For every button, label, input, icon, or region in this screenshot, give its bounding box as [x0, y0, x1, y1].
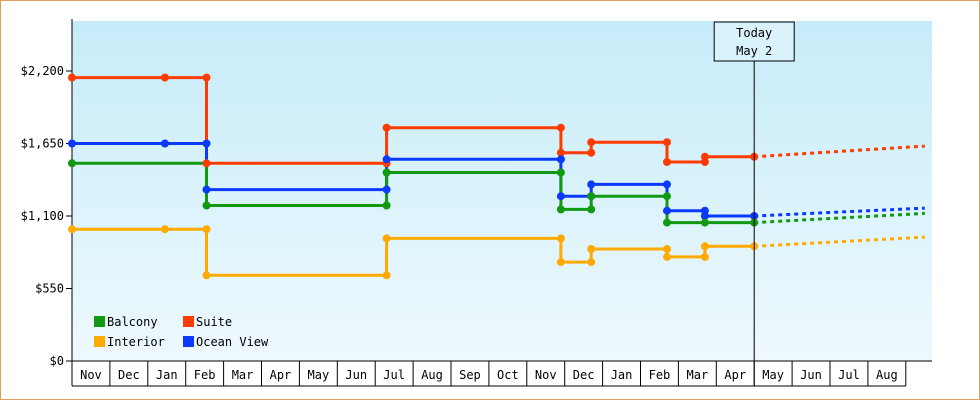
x-tick-label: Jan	[156, 368, 178, 382]
x-tick-label: Apr	[724, 368, 746, 382]
legend-label-suite: Suite	[196, 315, 232, 329]
data-point-balcony	[587, 192, 596, 201]
legend-swatch-ocean-view	[183, 336, 194, 347]
today-date-label: May 2	[736, 44, 772, 58]
series-line-interior	[72, 227, 755, 277]
data-point-balcony	[700, 218, 709, 227]
legend-swatch-suite	[183, 316, 194, 327]
y-tick-label: $1,650	[21, 137, 64, 151]
data-point-suite	[556, 123, 565, 132]
data-point-interior	[556, 258, 565, 267]
data-point-interior	[382, 234, 391, 243]
y-tick-label: $1,100	[21, 209, 64, 223]
data-point-ocean-view	[382, 185, 391, 194]
data-point-balcony	[382, 168, 391, 177]
data-point-suite	[160, 73, 169, 82]
data-point-suite	[556, 148, 565, 157]
x-tick-label: Jul	[838, 368, 860, 382]
data-point-balcony	[556, 205, 565, 214]
legend-label-balcony: Balcony	[107, 315, 158, 329]
data-point-interior	[160, 225, 169, 234]
data-point-ocean-view	[68, 139, 76, 148]
x-tick-label: Mar	[232, 368, 254, 382]
x-tick-label: Dec	[573, 368, 595, 382]
data-point-interior	[700, 252, 709, 261]
data-point-ocean-view	[700, 212, 709, 220]
x-tick-label: Dec	[118, 368, 140, 382]
data-point-balcony	[202, 201, 211, 210]
plot-background	[72, 21, 932, 361]
data-point-ocean-view	[587, 180, 596, 189]
x-tick-label: Aug	[876, 368, 898, 382]
data-point-interior	[700, 242, 709, 251]
data-point-interior	[202, 225, 211, 234]
data-point-interior	[587, 245, 596, 253]
data-point-suite	[202, 159, 211, 168]
data-point-ocean-view	[556, 192, 565, 201]
x-tick-label: Nov	[80, 368, 102, 382]
data-point-suite	[68, 73, 76, 82]
legend-swatch-interior	[94, 336, 105, 347]
legend-label-interior: Interior	[107, 335, 165, 349]
data-point-interior	[382, 271, 391, 280]
data-point-ocean-view	[663, 206, 671, 215]
data-point-ocean-view	[382, 155, 391, 164]
y-tick-label: $2,200	[21, 64, 64, 78]
data-point-balcony	[663, 192, 671, 201]
legend-swatch-balcony	[94, 316, 105, 327]
data-point-ocean-view	[202, 139, 211, 148]
x-tick-label: Feb	[649, 368, 671, 382]
today-label: Today	[736, 26, 772, 40]
data-point-balcony	[556, 168, 565, 177]
x-tick-label: May	[762, 368, 784, 382]
x-tick-label: Jun	[345, 368, 367, 382]
data-point-interior	[663, 252, 671, 261]
data-point-suite	[663, 158, 671, 166]
data-point-interior	[68, 225, 76, 234]
today-box	[713, 21, 795, 62]
data-point-suite	[587, 148, 596, 157]
x-tick-label: Nov	[535, 368, 557, 382]
data-point-balcony	[382, 201, 391, 210]
x-tick-label: Oct	[497, 368, 519, 382]
data-point-suite	[700, 152, 709, 161]
data-point-ocean-view	[556, 155, 565, 164]
data-point-suite	[663, 138, 671, 147]
data-point-ocean-view	[202, 185, 211, 194]
x-tick-label: Sep	[459, 368, 481, 382]
data-point-interior	[202, 271, 211, 280]
series-line-balcony	[72, 161, 755, 225]
x-tick-label: Jan	[611, 368, 633, 382]
x-tick-label: Feb	[194, 368, 216, 382]
data-point-interior	[556, 234, 565, 243]
x-tick-label: Jun	[800, 368, 822, 382]
x-tick-label: Aug	[421, 368, 443, 382]
x-tick-label: Apr	[270, 368, 292, 382]
data-point-ocean-view	[663, 180, 671, 189]
data-point-interior	[587, 258, 596, 267]
data-point-balcony	[68, 159, 76, 168]
data-point-balcony	[587, 205, 596, 214]
data-point-suite	[202, 73, 211, 82]
x-tick-label: Jul	[383, 368, 405, 382]
y-tick-label: $550	[35, 282, 64, 296]
x-tick-label: Mar	[687, 368, 709, 382]
data-point-suite	[587, 138, 596, 147]
data-point-suite	[382, 123, 391, 132]
data-point-balcony	[663, 218, 671, 227]
y-tick-label: $0	[50, 354, 64, 368]
x-tick-label: May	[308, 368, 330, 382]
data-point-interior	[663, 245, 671, 253]
legend-label-ocean-view: Ocean View	[196, 335, 269, 349]
data-point-ocean-view	[160, 139, 169, 148]
